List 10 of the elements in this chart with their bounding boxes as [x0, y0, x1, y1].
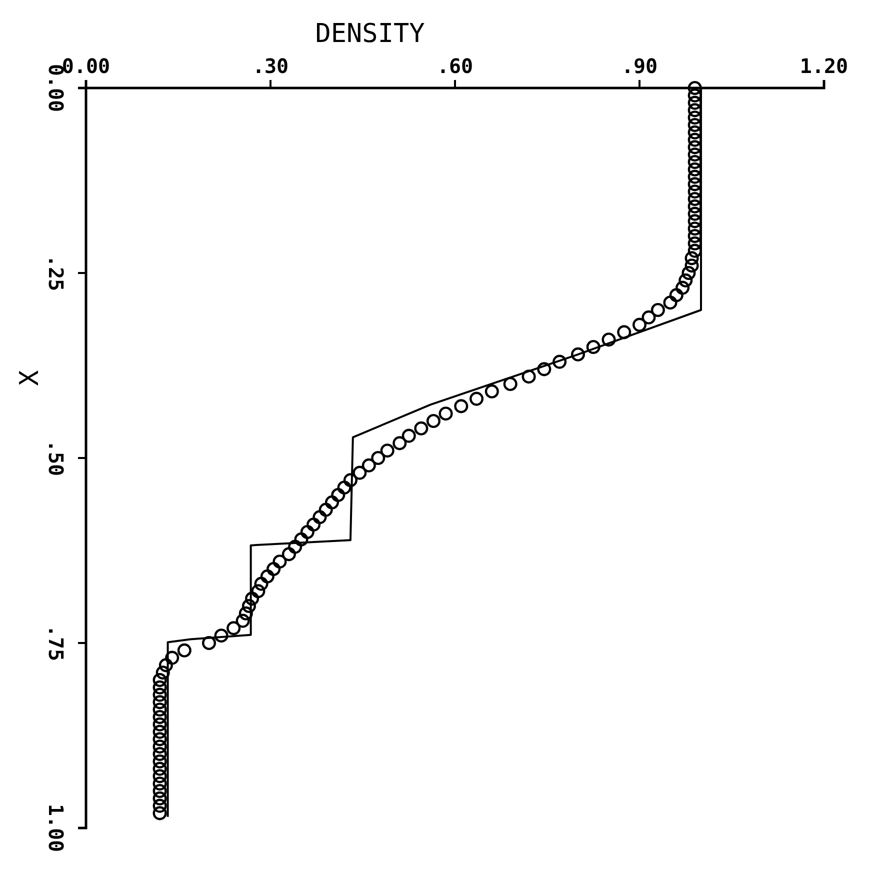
- y-tick-label: .25: [44, 254, 68, 292]
- x-tick-label: 1.20: [800, 54, 848, 78]
- x-tick-label: .90: [621, 54, 658, 78]
- y-tick-label: .50: [44, 440, 68, 476]
- y-tick-label: .75: [44, 624, 68, 662]
- y-tick-label: 1.00: [44, 804, 68, 852]
- x-tick-label: .60: [436, 54, 474, 78]
- y-axis-title: X: [15, 370, 45, 386]
- x-axis-title: DENSITY: [315, 19, 426, 49]
- x-tick-label: .30: [252, 54, 289, 78]
